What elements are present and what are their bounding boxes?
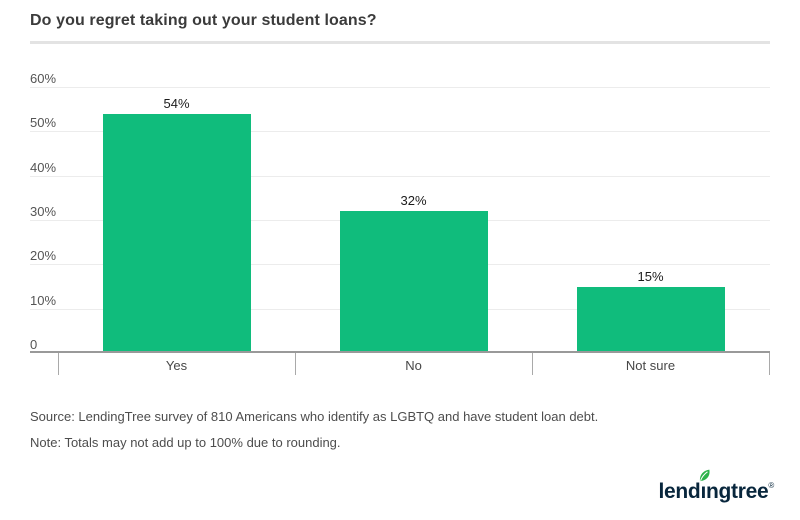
x-axis-tick <box>769 353 770 375</box>
logo-dotless-i: ı <box>700 480 706 503</box>
bar-yes <box>102 113 251 351</box>
x-axis-category-label: Not sure <box>625 358 676 373</box>
logo-letter-i: ı <box>700 469 711 503</box>
source-note: Source: LendingTree survey of 810 Americ… <box>30 409 599 424</box>
x-axis-tick <box>532 353 533 375</box>
y-axis-tick-label: 20% <box>30 248 57 264</box>
y-axis-tick-label: 0 <box>30 337 38 352</box>
x-axis-tick <box>58 353 59 375</box>
y-axis-tick-label: 10% <box>30 292 57 308</box>
x-axis-tick <box>295 353 296 375</box>
gridline <box>30 131 770 132</box>
x-axis-category-label: No <box>405 358 422 373</box>
title-divider <box>30 41 770 44</box>
leaf-icon <box>700 469 711 482</box>
bar-value-label: 54% <box>163 95 190 111</box>
x-axis-baseline <box>30 351 770 353</box>
chart-footnotes: Source: LendingTree survey of 810 Americ… <box>30 404 598 456</box>
bar-not-sure <box>576 286 725 351</box>
y-axis-tick-label: 30% <box>30 204 57 219</box>
logo-text-lend: lend <box>658 480 701 503</box>
rounding-note: Note: Totals may not add up to 100% due … <box>30 435 341 450</box>
bar-value-label: 32% <box>400 193 427 209</box>
lendingtree-logo: lendı ngtree® <box>658 469 774 503</box>
x-axis-category-label: Yes <box>165 358 188 373</box>
y-axis-tick-label: 60% <box>30 71 57 86</box>
bar-value-label: 15% <box>637 268 664 284</box>
logo-text-ngtree: ngtree <box>706 480 769 503</box>
bar-no <box>339 211 488 351</box>
chart-title: Do you regret taking out your student lo… <box>30 12 377 29</box>
y-axis-tick-label: 50% <box>30 115 57 131</box>
gridline <box>30 176 770 177</box>
gridline <box>30 87 770 88</box>
registered-trademark: ® <box>768 481 774 490</box>
bar-chart-plot-area: 0 10% 20% 30% 40% 50% 60% 54% Yes 32% No 15% Not sur… <box>30 72 770 375</box>
y-axis-tick-label: 40% <box>30 159 57 175</box>
